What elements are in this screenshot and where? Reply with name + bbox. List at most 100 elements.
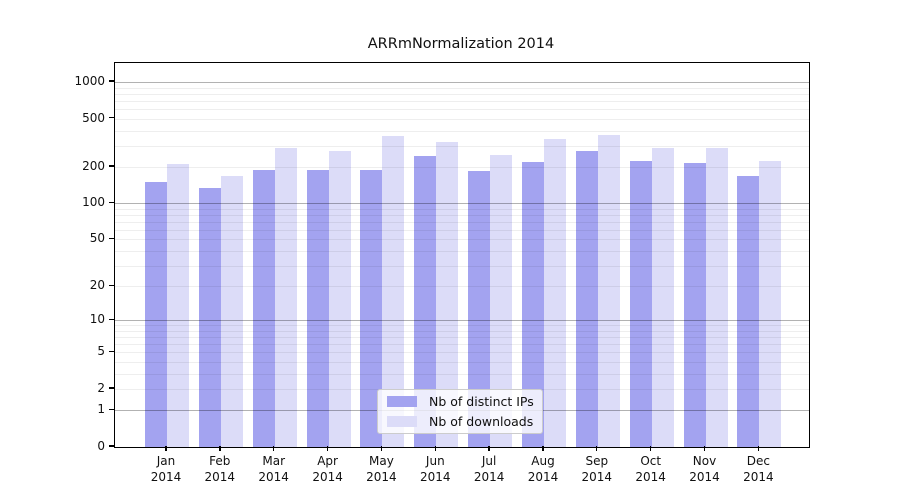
bar	[306, 169, 329, 447]
x-tick-year: 2014	[635, 470, 666, 484]
x-tick-year: 2014	[150, 470, 182, 484]
y-tick-label: 0	[97, 439, 105, 453]
gridline-minor	[115, 331, 809, 332]
legend: Nb of distinct IPs Nb of downloads	[377, 389, 543, 434]
x-tick-year: 2014	[473, 470, 505, 484]
legend-swatch-distinct-ips	[387, 396, 417, 407]
x-tick-label: Mar 2014	[244, 453, 304, 485]
bar	[629, 160, 652, 447]
gridline-minor	[115, 239, 809, 241]
bar	[490, 155, 513, 447]
legend-row-distinct-ips: Nb of distinct IPs	[387, 394, 542, 409]
bar	[597, 135, 620, 447]
x-axis-tick	[703, 446, 706, 451]
bar	[683, 163, 706, 447]
gridline-minor	[115, 373, 809, 375]
x-tick-year: 2014	[527, 470, 559, 484]
bar	[382, 136, 405, 447]
gridline-minor	[115, 118, 809, 120]
y-tick-label: 1000	[74, 74, 105, 89]
x-tick-year: 2014	[420, 470, 451, 484]
gridline-minor	[115, 337, 809, 339]
chart-title: ARRmNormalization 2014	[367, 36, 555, 52]
gridline-minor	[115, 325, 809, 327]
x-tick-year: 2014	[312, 470, 343, 484]
x-tick-label: Jan 2014	[136, 453, 196, 485]
gridline-minor	[115, 208, 809, 210]
x-tick-year: 2014	[689, 470, 720, 484]
gridline-minor	[115, 221, 809, 223]
gridline-minor	[115, 166, 809, 168]
y-axis-tick	[109, 201, 114, 203]
y-tick-label: 50	[89, 231, 105, 246]
bar	[737, 175, 760, 447]
x-tick-year: 2014	[581, 470, 613, 484]
x-tick-label: Jun 2014	[405, 453, 465, 485]
x-tick-label: May 2014	[351, 453, 411, 485]
y-axis-tick	[109, 387, 114, 389]
bar	[543, 139, 566, 447]
gridline-minor	[115, 101, 809, 102]
x-axis-tick	[542, 446, 544, 451]
bar	[521, 161, 544, 447]
gridline-minor	[115, 214, 809, 216]
x-tick-year: 2014	[743, 470, 774, 484]
y-tick-label: 5	[97, 344, 105, 359]
y-axis-tick	[109, 165, 114, 167]
x-axis-tick	[757, 446, 759, 451]
gridline-minor	[115, 130, 809, 132]
bar	[436, 142, 459, 447]
x-axis-tick	[488, 446, 490, 451]
gridline-major	[115, 320, 809, 322]
x-tick-year: 2014	[366, 470, 397, 484]
bar	[360, 169, 383, 447]
gridline-minor	[115, 362, 809, 363]
x-tick-label: Nov 2014	[675, 453, 735, 485]
x-tick-year: 2014	[204, 470, 236, 484]
gridline-minor	[115, 109, 809, 111]
y-tick-label: 2	[97, 381, 105, 395]
gridline-minor	[115, 265, 809, 267]
gridline-major	[115, 82, 809, 84]
gridline-major	[115, 203, 809, 205]
y-tick-label: 100	[82, 195, 105, 210]
bar	[274, 148, 297, 447]
x-axis-tick	[219, 446, 221, 451]
gridline-minor	[115, 145, 809, 147]
x-axis-tick	[650, 446, 652, 451]
x-axis-tick	[380, 446, 383, 451]
y-axis-tick	[109, 350, 114, 353]
x-axis-tick	[434, 446, 436, 451]
y-axis-tick	[109, 284, 114, 286]
gridline-minor	[115, 250, 809, 252]
bar	[651, 148, 674, 447]
legend-label-distinct-ips: Nb of distinct IPs	[429, 394, 534, 409]
y-tick-label: 200	[82, 158, 105, 173]
y-axis-tick	[109, 237, 114, 240]
legend-label-downloads: Nb of downloads	[429, 414, 534, 429]
bar	[145, 182, 167, 447]
x-axis-tick	[273, 446, 275, 451]
y-axis-tick	[109, 408, 114, 411]
x-tick-label: Oct 2014	[621, 453, 681, 485]
y-tick-label: 10	[89, 312, 105, 327]
y-tick-label: 20	[89, 278, 105, 293]
x-tick-label: Jul 2014	[459, 453, 519, 485]
gridline-minor	[115, 93, 809, 95]
y-axis-tick	[109, 445, 114, 447]
bar	[414, 156, 437, 447]
bar	[198, 187, 221, 447]
x-axis-tick	[596, 446, 598, 451]
x-tick-label: Sep 2014	[567, 453, 627, 485]
x-tick-label: Dec 2014	[728, 453, 788, 485]
bar	[252, 169, 275, 447]
x-axis-tick	[165, 446, 167, 451]
y-tick-label: 1	[97, 402, 105, 417]
bar	[328, 151, 351, 447]
y-axis-tick	[109, 80, 114, 82]
x-tick-label: Apr 2014	[298, 453, 358, 485]
bar	[167, 164, 189, 447]
legend-swatch-downloads	[387, 416, 417, 427]
gridline-minor	[115, 87, 809, 89]
gridline-minor	[115, 352, 809, 354]
